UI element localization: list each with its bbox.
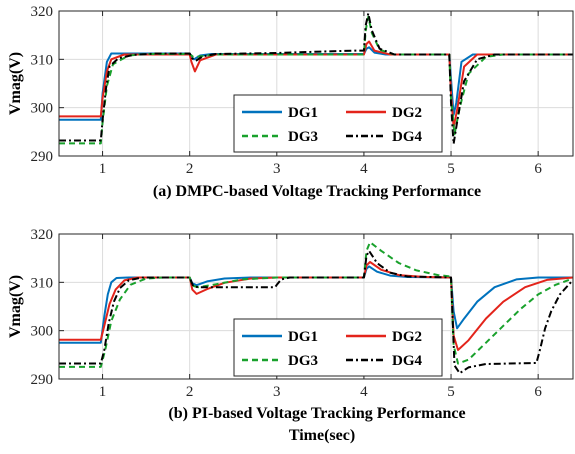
x-tick-label: 2 bbox=[186, 384, 194, 400]
x-tick-label: 5 bbox=[447, 384, 455, 400]
y-tick-label: 300 bbox=[31, 324, 54, 340]
legend-label-dg2: DG2 bbox=[392, 105, 422, 121]
legend: DG1 DG2 DG3 DG4 bbox=[233, 318, 443, 377]
legend-box bbox=[233, 94, 443, 153]
x-tick-label: 6 bbox=[534, 384, 542, 400]
axes-frame bbox=[58, 10, 574, 157]
y-tick-label: 290 bbox=[31, 149, 54, 165]
y-tick-label: 310 bbox=[31, 52, 54, 68]
x-tick-label: 3 bbox=[273, 384, 281, 400]
x-tick-label: 1 bbox=[99, 384, 107, 400]
legend-label-dg4: DG4 bbox=[392, 129, 423, 145]
x-tick-label: 1 bbox=[99, 161, 107, 177]
legend-label-dg4: DG4 bbox=[392, 353, 423, 369]
axes-frame bbox=[58, 233, 574, 380]
legend-box bbox=[233, 318, 443, 377]
y-axis-label: Vmag(V) bbox=[7, 52, 24, 115]
series-line-dg3 bbox=[59, 241, 573, 368]
y-tick-label: 320 bbox=[31, 4, 54, 20]
x-tick-label: 5 bbox=[447, 161, 455, 177]
x-axis-label: Time(sec) bbox=[289, 427, 355, 444]
chart-title: (b) PI-based Voltage Tracking Performanc… bbox=[168, 405, 465, 422]
series-line-dg2 bbox=[59, 40, 573, 128]
legend-label-dg2: DG2 bbox=[392, 329, 422, 345]
chart-title: (a) DMPC-based Voltage Tracking Performa… bbox=[153, 183, 481, 200]
series-group bbox=[59, 241, 573, 375]
x-tick-label: 4 bbox=[360, 384, 368, 400]
y-tick-label: 290 bbox=[31, 372, 54, 388]
legend-label-dg1: DG1 bbox=[288, 105, 318, 121]
x-tick-label: 2 bbox=[186, 161, 194, 177]
y-tick-label: 320 bbox=[31, 227, 54, 243]
legend-label-dg1: DG1 bbox=[288, 329, 318, 345]
series-line-dg4 bbox=[59, 12, 573, 145]
legend-label-dg3: DG3 bbox=[288, 129, 318, 145]
series-group bbox=[59, 12, 573, 145]
series-line-dg4 bbox=[59, 249, 573, 375]
chart-panel-a: 1 2 3 4 5 6 290 300 310 320 Vmag(V) (a) DMPC-based … bbox=[7, 4, 574, 200]
x-tick-label: 6 bbox=[534, 161, 542, 177]
x-tick-label: 4 bbox=[360, 161, 368, 177]
y-axis-label: Vmag(V) bbox=[7, 275, 24, 338]
x-tick-label: 3 bbox=[273, 161, 281, 177]
y-tick-label: 310 bbox=[31, 275, 54, 291]
y-tick-label: 300 bbox=[31, 101, 54, 117]
chart-panel-b: 1 2 3 4 5 6 290 300 310 320 Vmag(V) (b) PI-based Vo… bbox=[7, 227, 574, 444]
legend-label-dg3: DG3 bbox=[288, 353, 318, 369]
legend: DG1 DG2 DG3 DG4 bbox=[233, 94, 443, 153]
